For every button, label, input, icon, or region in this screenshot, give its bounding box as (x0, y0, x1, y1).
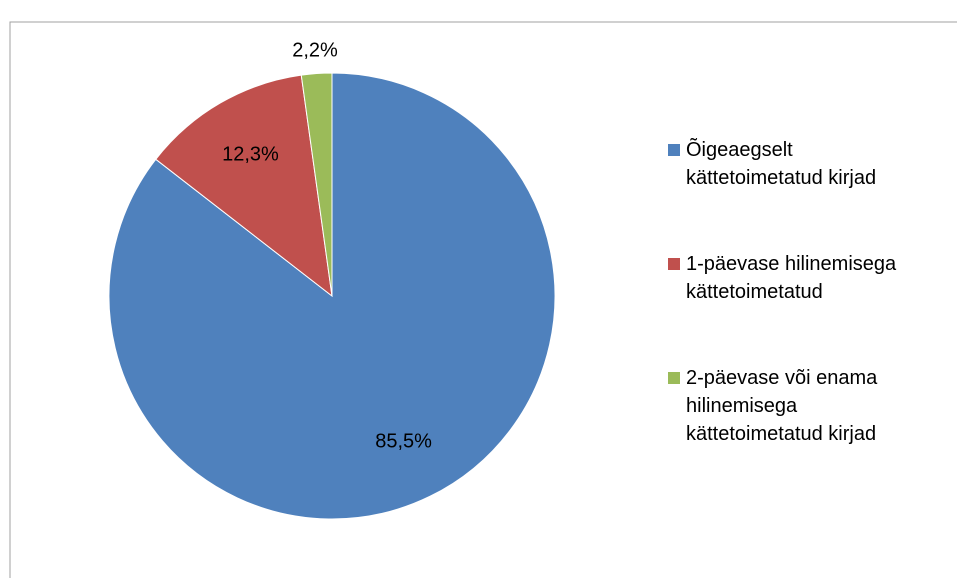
legend-swatch (668, 144, 680, 156)
data-label: 12,3% (222, 143, 279, 165)
legend-label: Õigeaegselt kättetoimetatud kirjad (686, 139, 877, 189)
legend-item: 2-päevase või enama hilinemisega kätteto… (668, 364, 928, 448)
legend-swatch (668, 258, 680, 270)
chart-border (9, 21, 957, 578)
legend-swatch (668, 372, 680, 384)
legend-label: 1-päevase hilinemisega kättetoimetatud (686, 253, 897, 303)
data-label: 2,2% (292, 40, 338, 62)
legend-label: 2-päevase või enama hilinemisega kätteto… (686, 367, 878, 445)
pie-slice (300, 72, 333, 297)
pie-slice (155, 74, 333, 298)
legend-item: 1-päevase hilinemisega kättetoimetatud (668, 250, 928, 306)
data-label: 85,5% (375, 430, 432, 452)
legend-item: Õigeaegselt kättetoimetatud kirjad (668, 136, 928, 192)
